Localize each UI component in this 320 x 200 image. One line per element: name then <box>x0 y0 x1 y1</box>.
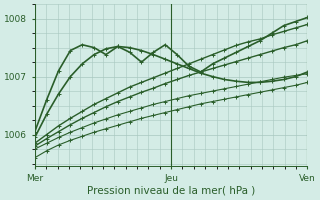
X-axis label: Pression niveau de la mer( hPa ): Pression niveau de la mer( hPa ) <box>87 186 255 196</box>
